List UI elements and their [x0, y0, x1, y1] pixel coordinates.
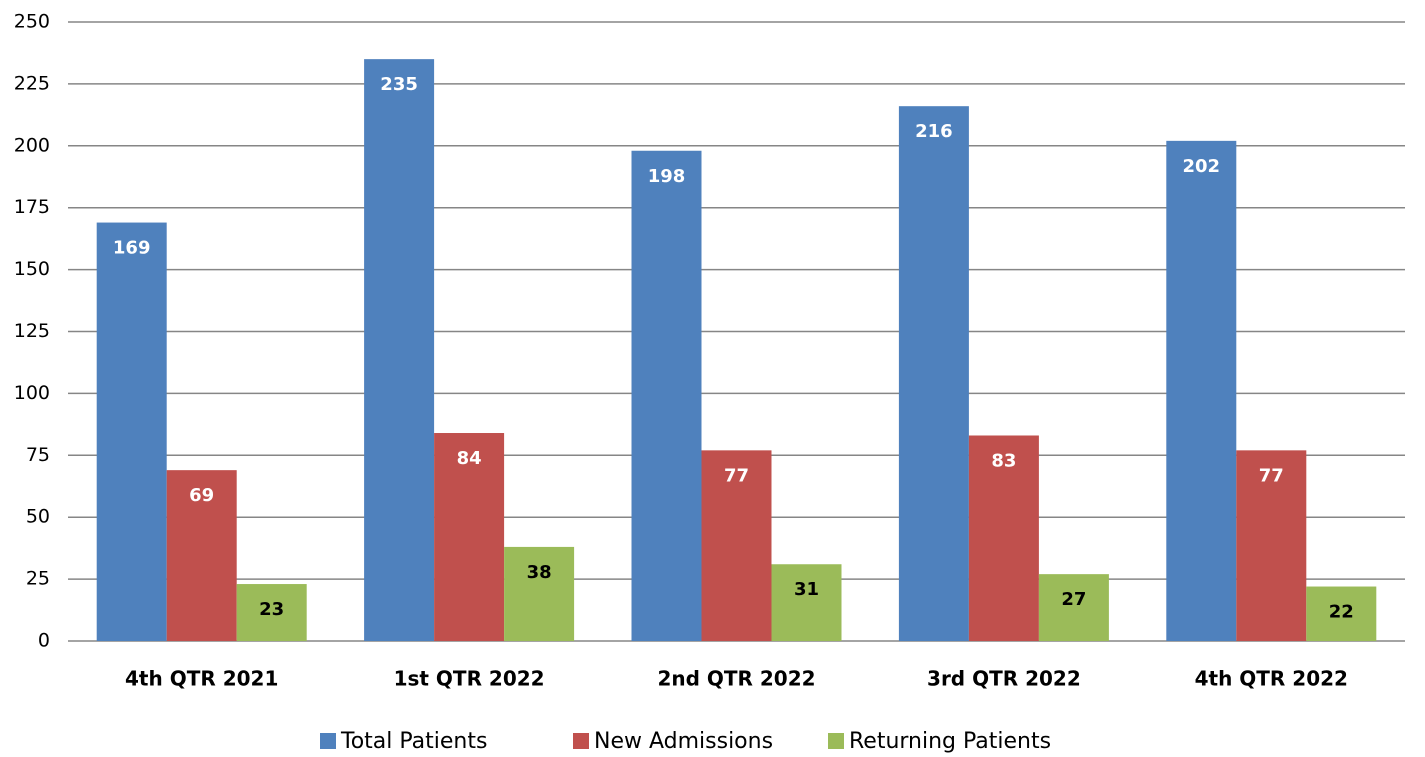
bar — [504, 546, 575, 641]
value-label: 77 — [724, 465, 749, 486]
legend-swatch — [828, 733, 844, 749]
bar — [434, 433, 505, 641]
bar — [968, 435, 1039, 641]
y-tick-label: 75 — [26, 444, 50, 466]
value-label: 27 — [1061, 589, 1086, 610]
value-label: 22 — [1329, 602, 1354, 623]
value-label: 84 — [457, 448, 482, 469]
bar — [771, 564, 842, 641]
bar — [631, 150, 702, 641]
bar — [96, 222, 167, 641]
bar — [1166, 140, 1237, 641]
bar — [1236, 450, 1307, 641]
value-label: 216 — [915, 121, 953, 142]
y-tick-label: 250 — [14, 11, 50, 33]
value-label: 235 — [380, 74, 418, 95]
y-tick-label: 25 — [26, 568, 50, 590]
legend-label: Returning Patients — [849, 729, 1051, 754]
y-tick-label: 50 — [26, 506, 50, 528]
bar — [1038, 574, 1109, 641]
legend-label: Total Patients — [340, 729, 487, 754]
bar — [364, 59, 435, 641]
bar — [1306, 586, 1377, 641]
value-label: 38 — [527, 562, 552, 583]
y-tick-label: 225 — [14, 72, 50, 94]
value-label: 31 — [794, 579, 819, 600]
x-tick-label: 2nd QTR 2022 — [657, 667, 815, 691]
y-tick-label: 200 — [14, 134, 50, 156]
value-label: 69 — [189, 485, 214, 506]
x-tick-label: 4th QTR 2022 — [1195, 667, 1348, 691]
x-tick-label: 4th QTR 2021 — [125, 667, 278, 691]
y-tick-label: 100 — [14, 382, 50, 404]
legend-swatch — [573, 733, 589, 749]
y-tick-label: 150 — [14, 258, 50, 280]
bar — [898, 106, 969, 641]
bar — [701, 450, 772, 641]
value-label: 83 — [991, 450, 1016, 471]
value-label: 169 — [113, 238, 151, 259]
bar — [166, 470, 237, 641]
y-tick-label: 175 — [14, 196, 50, 218]
legend-swatch — [320, 733, 336, 749]
value-label: 23 — [259, 599, 284, 620]
y-tick-label: 125 — [14, 320, 50, 342]
value-label: 77 — [1259, 465, 1284, 486]
x-tick-label: 1st QTR 2022 — [394, 667, 545, 691]
x-tick-label: 3rd QTR 2022 — [927, 667, 1081, 691]
value-label: 202 — [1183, 156, 1221, 177]
bar — [236, 584, 307, 641]
legend-label: New Admissions — [594, 729, 773, 754]
value-label: 198 — [648, 166, 686, 187]
y-tick-label: 0 — [38, 630, 50, 652]
